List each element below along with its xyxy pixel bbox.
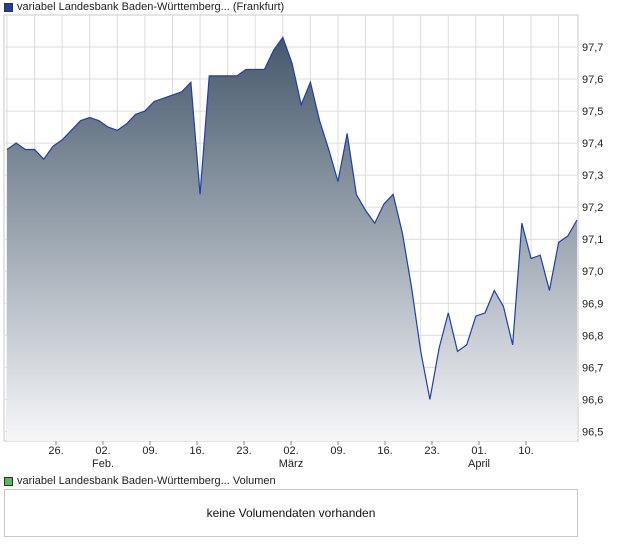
x-day-label: 01.	[471, 445, 486, 457]
y-tick-label: 97,4	[582, 138, 603, 150]
x-month-label: April	[468, 458, 490, 470]
price-line	[6, 36, 578, 400]
price-legend-swatch	[4, 2, 13, 12]
y-tick-label: 97,0	[582, 266, 603, 278]
y-tick-label: 96,7	[582, 362, 603, 374]
y-tick-label: 97,6	[582, 74, 603, 86]
y-tick-label: 97,7	[582, 42, 603, 54]
y-tick-label: 96,5	[582, 426, 603, 438]
x-day-label: 23.	[236, 445, 251, 457]
y-tick-label: 97,3	[582, 170, 603, 182]
x-day-label: 16.	[377, 445, 392, 457]
volume-legend-swatch	[4, 476, 13, 486]
x-day-label: 23.	[424, 445, 439, 457]
x-day-label: 02.	[95, 445, 110, 457]
y-tick-label: 97,1	[582, 234, 603, 246]
price-legend-label: variabel Landesbank Baden-Württemberg...…	[17, 1, 285, 13]
volume-panel: keine Volumendaten vorhanden	[4, 489, 578, 537]
price-area	[7, 37, 577, 442]
x-day-label: 16.	[189, 445, 204, 457]
x-day-label: 09.	[142, 445, 157, 457]
y-tick-label: 96,8	[582, 330, 603, 342]
x-day-label: 26.	[48, 445, 63, 457]
y-tick-label: 96,9	[582, 298, 603, 310]
x-day-label: 09.	[330, 445, 345, 457]
price-chart: 96,5 96,6 96,7 96,8 96,9 97,0 97,1 97,2 97,3 97,4…	[3, 14, 603, 470]
volume-legend: variabel Landesbank Baden-Württemberg...…	[4, 474, 276, 488]
x-month-label: März	[279, 458, 303, 470]
y-tick-label: 96,6	[582, 394, 603, 406]
x-month-label: Feb.	[92, 458, 114, 470]
x-axis-labels: 26. 02. 09. 16. 23. 02. 09. 16. 23. 01. 10. Feb. Mär…	[48, 441, 534, 470]
volume-legend-label: variabel Landesbank Baden-Württemberg...…	[17, 475, 276, 487]
x-day-label: 10.	[518, 445, 533, 457]
y-tick-label: 97,2	[582, 202, 603, 214]
price-legend: variabel Landesbank Baden-Württemberg...…	[4, 0, 284, 14]
volume-empty-message: keine Volumendaten vorhanden	[206, 506, 376, 520]
x-day-label: 02.	[283, 445, 298, 457]
y-tick-label: 97,5	[582, 106, 603, 118]
y-axis-labels: 96,5 96,6 96,7 96,8 96,9 97,0 97,1 97,2 97,3 97,4…	[582, 42, 603, 438]
